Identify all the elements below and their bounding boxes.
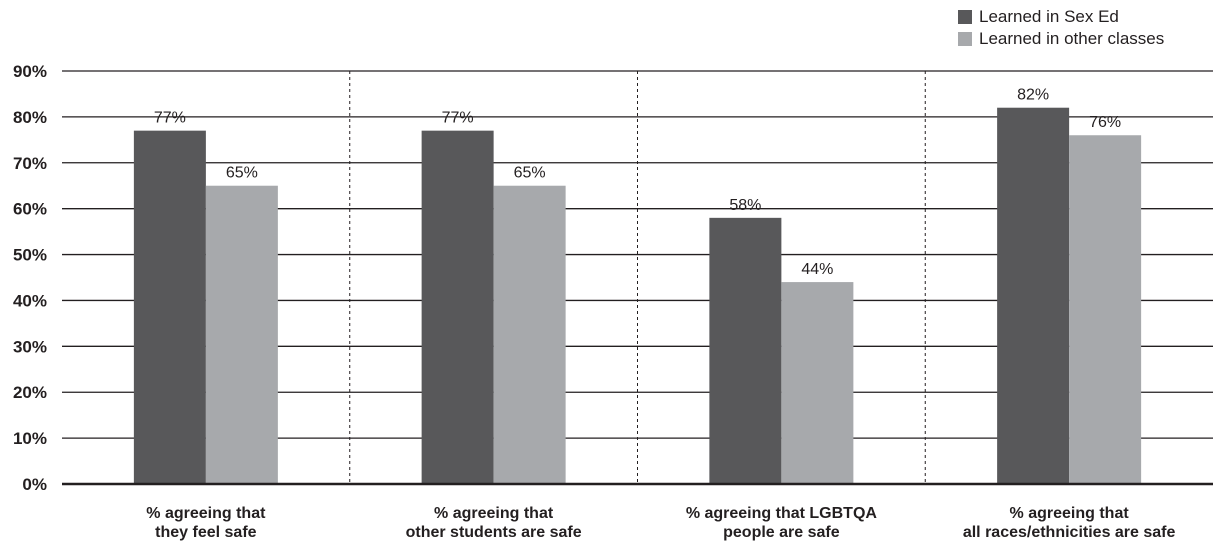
category-label-line-2-1: people are safe — [723, 524, 840, 541]
legend-item-sex-ed: Learned in Sex Ed — [958, 6, 1164, 28]
category-label-line-1-1: other students are safe — [406, 524, 582, 541]
bar-other-classes-0 — [205, 185, 278, 484]
data-label-sex-ed-2: 58% — [729, 197, 761, 214]
legend-label-sex-ed: Learned in Sex Ed — [979, 7, 1119, 26]
legend-label-other-classes: Learned in other classes — [979, 29, 1165, 48]
category-label-line-1-0: % agreeing that — [434, 505, 554, 522]
bar-sex-ed-0 — [133, 130, 206, 484]
category-label-1: % agreeing that other students are safe — [406, 505, 582, 541]
category-label-0: % agreeing that they feel safe — [146, 505, 266, 541]
bar-sex-ed-2 — [709, 217, 782, 484]
y-tick-label-9: 90% — [13, 62, 47, 81]
y-tick-label-0: 0% — [22, 475, 47, 494]
y-tick-label-1: 10% — [13, 429, 47, 448]
bar-other-classes-1 — [493, 185, 566, 484]
bar-other-classes-3 — [1069, 135, 1142, 484]
data-label-sex-ed-1: 77% — [442, 110, 474, 127]
legend-swatch-other-classes — [958, 32, 972, 46]
legend-swatch-sex-ed — [958, 10, 972, 24]
data-label-sex-ed-0: 77% — [154, 110, 186, 127]
category-label-line-0-1: they feel safe — [155, 524, 256, 541]
data-label-other-classes-1: 65% — [514, 165, 546, 182]
category-label-2: % agreeing that LGBTQA people are safe — [686, 505, 878, 541]
y-tick-label-4: 40% — [13, 291, 47, 310]
bar-sex-ed-3 — [997, 107, 1070, 484]
y-tick-label-5: 50% — [13, 246, 47, 265]
bar-other-classes-2 — [781, 282, 854, 484]
category-label-3: % agreeing that all races/ethnicities are… — [963, 505, 1176, 541]
y-tick-label-7: 70% — [13, 154, 47, 173]
data-label-other-classes-0: 65% — [226, 165, 258, 182]
legend-item-other-classes: Learned in other classes — [958, 28, 1164, 50]
bar-sex-ed-1 — [421, 130, 494, 484]
legend: Learned in Sex Ed Learned in other class… — [958, 6, 1164, 50]
y-tick-label-3: 30% — [13, 337, 47, 356]
y-tick-label-8: 80% — [13, 108, 47, 127]
data-label-other-classes-2: 44% — [801, 261, 833, 278]
category-label-line-3-1: all races/ethnicities are safe — [963, 524, 1176, 541]
y-tick-label-6: 60% — [13, 200, 47, 219]
category-label-line-3-0: % agreeing that — [1010, 505, 1130, 522]
category-label-line-0-0: % agreeing that — [146, 505, 266, 522]
y-tick-label-2: 20% — [13, 383, 47, 402]
category-label-line-2-0: % agreeing that LGBTQA — [686, 505, 878, 522]
data-label-other-classes-3: 76% — [1089, 114, 1121, 131]
data-label-sex-ed-3: 82% — [1017, 87, 1049, 104]
